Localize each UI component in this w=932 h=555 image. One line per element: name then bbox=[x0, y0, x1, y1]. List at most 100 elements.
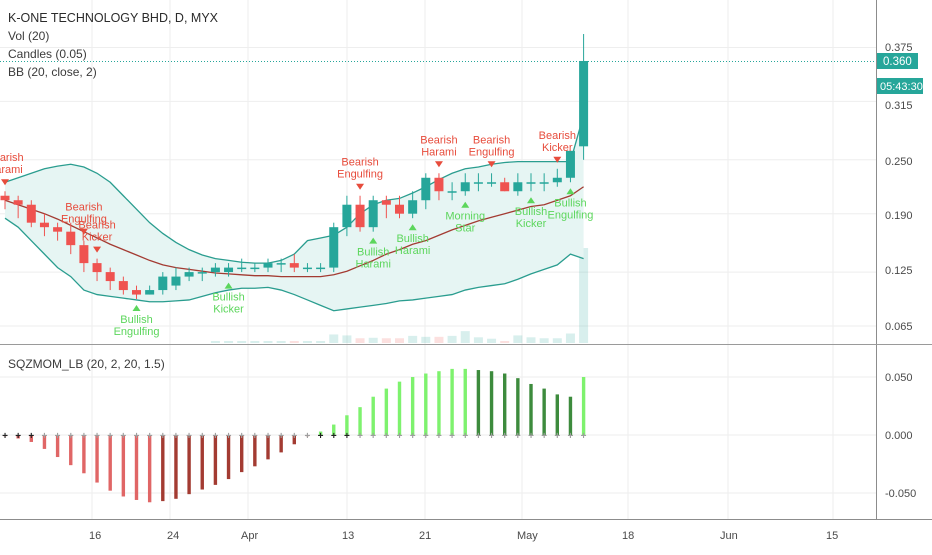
pattern-label: Bullish bbox=[554, 197, 586, 209]
momentum-bar bbox=[187, 435, 191, 495]
momentum-layer: + + + + + + + + + + + + + + + + + + + + + + + + + + + + + + + + + + + + + + + +… bbox=[2, 368, 587, 503]
momentum-bar bbox=[29, 435, 33, 442]
squeeze-dot: + bbox=[502, 431, 508, 442]
momentum-bar bbox=[240, 435, 244, 473]
volume-bar bbox=[342, 335, 352, 343]
pattern-label: Harami bbox=[0, 164, 23, 176]
momentum-bar bbox=[489, 371, 494, 435]
momentum-bar bbox=[292, 435, 296, 445]
legend-vol[interactable]: Vol (20) bbox=[8, 29, 49, 43]
time-label: May bbox=[517, 530, 538, 542]
squeeze-dot: + bbox=[528, 431, 534, 442]
momentum-bar bbox=[82, 435, 86, 474]
momentum-bar bbox=[476, 370, 481, 435]
candle-body bbox=[132, 290, 141, 295]
price-tick: 0.190 bbox=[885, 210, 913, 222]
momentum-bar bbox=[3, 435, 7, 437]
legend-candles[interactable]: Candles (0.05) bbox=[8, 47, 87, 61]
bb-fill bbox=[5, 114, 584, 311]
candle-body bbox=[39, 222, 49, 228]
volume-bar bbox=[539, 338, 549, 343]
pattern-label: Kicker bbox=[213, 304, 244, 316]
squeeze-dot: + bbox=[489, 431, 495, 442]
pattern-label: Bearish bbox=[420, 134, 457, 146]
squeeze-dot: + bbox=[462, 431, 468, 442]
volume-bar bbox=[224, 341, 234, 343]
pattern-label: Bearish bbox=[78, 220, 115, 232]
momentum-bar bbox=[529, 383, 533, 435]
momentum-bar bbox=[318, 431, 323, 435]
candle-body bbox=[579, 60, 589, 147]
legend-bb[interactable]: BB (20, close, 2) bbox=[8, 65, 97, 79]
time-label: Apr bbox=[241, 530, 258, 542]
momentum-bar bbox=[542, 388, 546, 435]
momentum-bar bbox=[450, 368, 454, 435]
momentum-bar bbox=[384, 388, 389, 435]
volume-bar bbox=[302, 341, 312, 343]
candle-layer bbox=[0, 34, 589, 300]
bollinger-layer bbox=[4, 114, 585, 312]
volume-bar bbox=[460, 331, 470, 343]
squeeze-dot: + bbox=[199, 431, 205, 442]
candle-body bbox=[329, 227, 339, 268]
price-tick: 0.375 bbox=[885, 42, 913, 54]
candle-body bbox=[342, 204, 352, 228]
pattern-label: Harami bbox=[421, 146, 456, 158]
volume-bar bbox=[329, 334, 339, 343]
squeeze-dot: + bbox=[15, 431, 21, 442]
candle-body bbox=[434, 177, 444, 192]
pattern-label: Bearish bbox=[539, 130, 576, 142]
momentum-bar bbox=[95, 435, 99, 483]
volume-bar bbox=[513, 335, 523, 343]
candle-body bbox=[421, 177, 431, 201]
momentum-bar bbox=[42, 435, 47, 449]
candle-body bbox=[355, 204, 365, 228]
legend-sqzmom[interactable]: SQZMOM_LB (20, 2, 20, 1.5) bbox=[8, 357, 165, 371]
volume-bar bbox=[355, 338, 365, 343]
bb-lower-line bbox=[4, 217, 584, 312]
momentum-bar bbox=[358, 407, 362, 435]
pattern-label: Bearish bbox=[0, 152, 24, 164]
countdown-label: 05:43:30 bbox=[880, 81, 923, 93]
candle-body bbox=[460, 182, 470, 192]
bb-basis-line bbox=[4, 186, 584, 278]
current-price-badge bbox=[877, 53, 918, 69]
candle-body bbox=[224, 267, 234, 273]
squeeze-dot: + bbox=[305, 431, 311, 442]
volume-layer bbox=[210, 248, 589, 343]
squeeze-dot: + bbox=[252, 431, 258, 442]
squeeze-dot: + bbox=[331, 431, 337, 442]
squeeze-dot: + bbox=[42, 431, 48, 442]
pattern-label: Bearish bbox=[341, 157, 378, 169]
squeeze-dot: + bbox=[581, 431, 587, 442]
volume-bar bbox=[552, 338, 562, 343]
current-price-label: 0.360 bbox=[883, 56, 912, 68]
candle-body bbox=[447, 191, 457, 193]
pattern-arrow-up bbox=[527, 197, 535, 204]
pattern-label: Engulfing bbox=[114, 326, 160, 338]
candle-body bbox=[552, 177, 562, 183]
pattern-label: Harami bbox=[395, 245, 430, 257]
candle-body bbox=[210, 267, 220, 273]
momentum-bar bbox=[581, 377, 586, 435]
squeeze-dot: + bbox=[410, 431, 416, 442]
pattern-label: Bullish bbox=[212, 292, 244, 304]
volume-bar bbox=[210, 341, 220, 343]
pattern-arrow-down bbox=[356, 183, 365, 190]
squeeze-dot: + bbox=[81, 431, 87, 442]
candle-body bbox=[26, 204, 36, 223]
osc-tick: -0.050 bbox=[885, 488, 916, 500]
pattern-layer: BearishHaramiBearishEngulfingBearishKick… bbox=[0, 130, 593, 338]
momentum-bar bbox=[437, 371, 441, 435]
candle-body bbox=[263, 263, 273, 268]
pattern-label: Engulfing bbox=[337, 169, 383, 181]
candle-body bbox=[395, 204, 404, 214]
squeeze-dot: + bbox=[554, 431, 560, 442]
momentum-bar bbox=[69, 435, 73, 466]
squeeze-dot: + bbox=[344, 431, 350, 442]
volume-bar bbox=[289, 341, 299, 343]
pattern-label: Bearish bbox=[473, 134, 510, 146]
squeeze-dot: + bbox=[147, 431, 153, 442]
